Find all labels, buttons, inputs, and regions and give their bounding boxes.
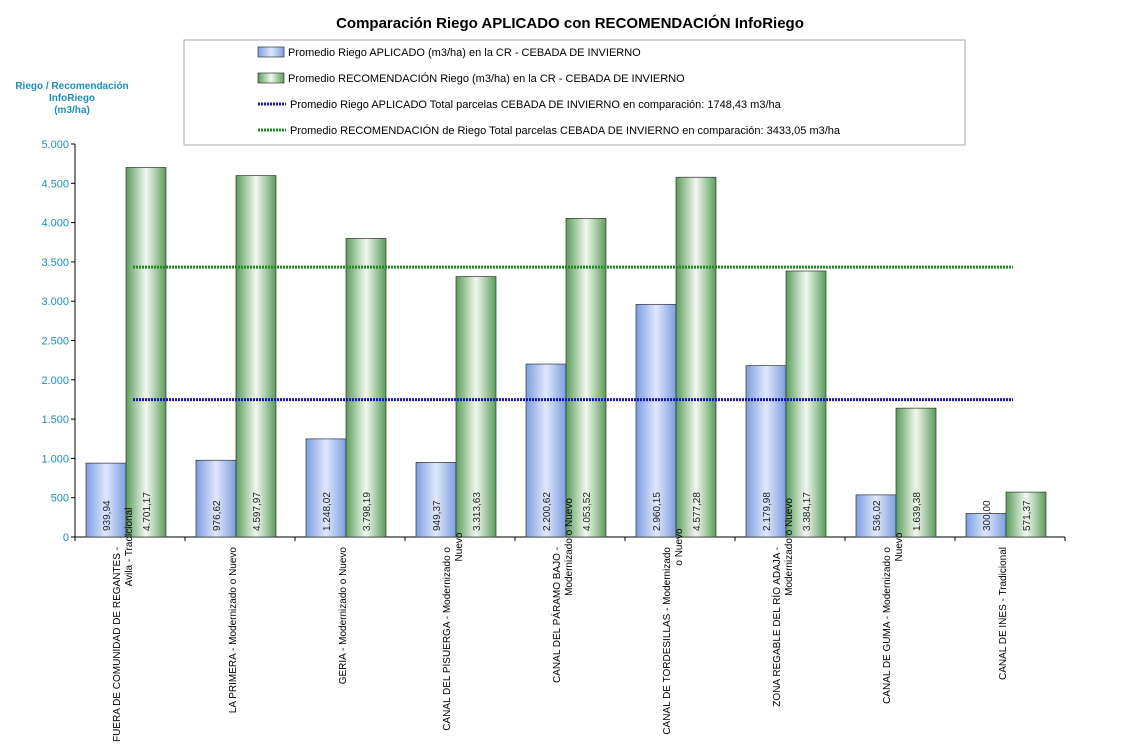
- value-label: 4.053,52: [582, 492, 593, 531]
- x-tick-label: CANAL DE GUMA - Modernizado oNuevo: [882, 532, 905, 704]
- chart-title: Comparación Riego APLICADO con RECOMENDA…: [336, 14, 804, 32]
- value-label: 3.313,63: [472, 492, 483, 531]
- bar: [745, 365, 787, 538]
- value-label: 2.200,62: [542, 492, 553, 531]
- y-axis-title: (m3/ha): [54, 105, 90, 116]
- bar: [675, 176, 717, 538]
- value-label: 939,94: [102, 500, 113, 531]
- legend-swatch: [257, 72, 285, 84]
- y-tick-label: 1.500: [41, 414, 69, 426]
- legend-label: Promedio RECOMENDACIÓN de Riego Total pa…: [290, 124, 841, 137]
- legend-box: [183, 39, 966, 146]
- bar: [785, 270, 827, 538]
- y-tick-label: 2.500: [41, 336, 69, 348]
- y-tick-label: 3.500: [41, 257, 69, 269]
- y-tick-label: 4.500: [41, 178, 69, 190]
- bar: [85, 462, 127, 538]
- x-tick-label: FUERA DE COMUNIDAD DE REGANTES -Avila - …: [112, 508, 135, 742]
- x-tick-label: GERIA - Modernizado o Nuevo: [338, 547, 349, 685]
- value-label: 2.179,98: [762, 492, 773, 531]
- y-tick-label: 0: [63, 532, 69, 544]
- x-tick-label: CANAL DE TORDESILLAS - Modernizadoo Nuev…: [662, 528, 685, 735]
- bar: [1005, 491, 1047, 538]
- value-label: 3.384,17: [802, 492, 813, 531]
- value-label: 2.960,15: [652, 492, 663, 531]
- bar: [635, 303, 677, 538]
- y-tick-label: 500: [51, 493, 69, 505]
- bar: [235, 175, 277, 538]
- value-label: 3.798,19: [362, 492, 373, 531]
- y-axis-title: Riego / Recomendación: [15, 81, 128, 92]
- value-label: 949,37: [432, 500, 443, 531]
- y-tick-label: 2.000: [41, 375, 69, 387]
- value-label: 1.639,38: [912, 492, 923, 531]
- legend-label: Promedio Riego APLICADO Total parcelas C…: [290, 99, 782, 111]
- y-tick-label: 5.000: [41, 139, 69, 151]
- legend-swatch: [257, 46, 285, 58]
- x-tick-label: ZONA REGABLE DEL RÍO ADAJA -Modernizado …: [770, 498, 795, 707]
- bar: [565, 218, 607, 538]
- y-tick-label: 3.000: [41, 296, 69, 308]
- bar: [345, 238, 387, 538]
- bar: [855, 494, 897, 538]
- bar: [415, 462, 457, 538]
- bar: [525, 363, 567, 538]
- value-label: 571,37: [1022, 500, 1033, 531]
- bar: [895, 407, 937, 538]
- value-label: 300,00: [982, 500, 993, 531]
- x-tick-label: CANAL DEL PÁRAMO BAJO -Modernizado o Nue…: [550, 498, 575, 683]
- value-label: 4.577,28: [692, 492, 703, 531]
- bar: [195, 459, 237, 538]
- legend-label: Promedio RECOMENDACIÓN Riego (m3/ha) en …: [288, 72, 685, 85]
- x-tick-label: CANAL DEL PISUERGA - Modernizado oNuevo: [442, 532, 465, 731]
- bar: [125, 167, 167, 538]
- y-tick-label: 4.000: [41, 218, 69, 230]
- x-tick-label: LA PRIMERA - Modernizado o Nuevo: [228, 547, 239, 714]
- bar: [305, 438, 347, 538]
- value-label: 976,62: [212, 500, 223, 531]
- value-label: 4.597,97: [252, 492, 263, 531]
- y-axis-title: InfoRiego: [49, 93, 95, 104]
- bar: [455, 276, 497, 538]
- y-tick-label: 1.000: [41, 453, 69, 465]
- legend-label: Promedio Riego APLICADO (m3/ha) en la CR…: [288, 47, 641, 59]
- x-tick-label: CANAL DE INES - Tradicional: [998, 547, 1009, 680]
- value-label: 4.701,17: [142, 492, 153, 531]
- value-label: 1.248,02: [322, 492, 333, 531]
- value-label: 536,02: [872, 500, 883, 531]
